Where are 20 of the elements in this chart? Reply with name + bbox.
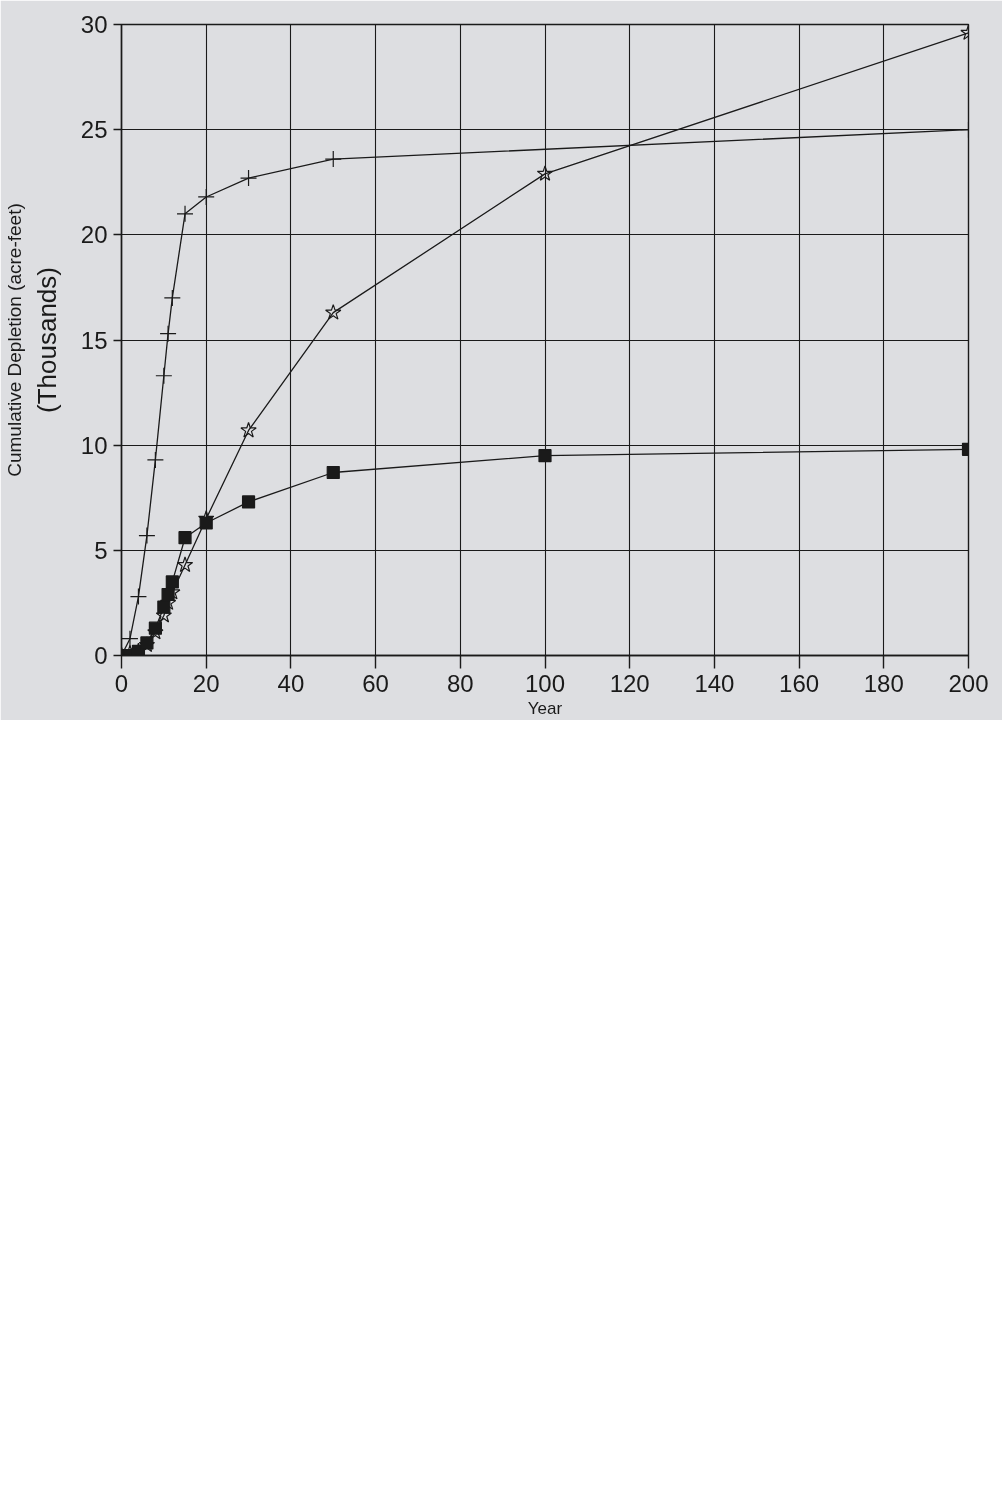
x-tick-label: 160 xyxy=(779,669,820,697)
x-tick-label: 40 xyxy=(277,669,305,697)
x-tick-label: 0 xyxy=(114,669,129,697)
x-tick-label: 20 xyxy=(192,669,220,697)
y-tick-label: 5 xyxy=(94,536,108,564)
x-tick-label: 80 xyxy=(446,669,474,697)
y-tick-label: 20 xyxy=(80,221,108,249)
x-tick-label: 120 xyxy=(609,669,650,697)
x-tick-label: 180 xyxy=(863,669,904,697)
x-tick-label: 200 xyxy=(948,669,989,697)
y-tick-label: 25 xyxy=(80,116,108,144)
x-tick-label: 100 xyxy=(524,669,566,697)
y-tick-label: 15 xyxy=(80,326,108,354)
y-axis-title: (Thousands) Cumulative Depletion (acre-feet) xyxy=(3,203,62,477)
y-tick-label: 0 xyxy=(94,642,108,669)
x-axis-title: Year xyxy=(527,698,563,718)
x-tick-label: 60 xyxy=(362,669,389,697)
y-tick-label: 30 xyxy=(80,11,108,38)
y-tick-label: 10 xyxy=(80,431,108,459)
x-tick-label: 140 xyxy=(694,669,735,697)
